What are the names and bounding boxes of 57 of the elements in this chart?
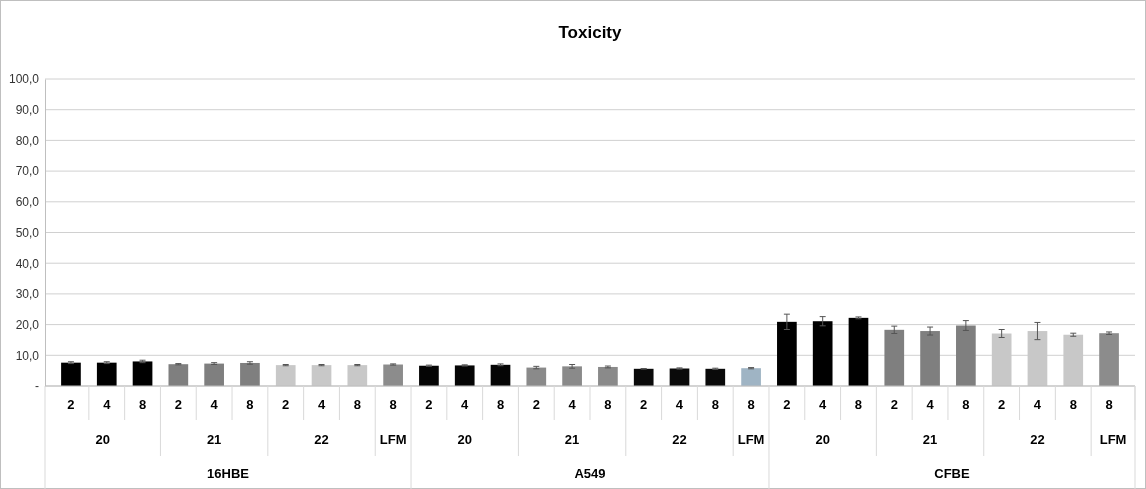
y-tick-label: 20,0 [15,317,40,332]
text: LFM [737,432,765,447]
y-tick-label: - [35,379,39,394]
x-tick-label: 4 [819,397,828,412]
x-tick-label: 8 [711,397,719,412]
text: CFBE [934,466,971,481]
x-tick-label: 4 [568,397,577,412]
y-tick-label: 60,0 [15,195,40,210]
text: 20 [815,432,830,447]
y-tick-label: 30,0 [15,287,40,302]
y-tick-label: 10,0 [15,348,40,363]
text: 22 [1030,432,1045,447]
x-tick-label: 4 [317,397,326,412]
y-tick-label: 100,0 [8,72,40,87]
x-tick-label: 4 [675,397,684,412]
x-tick-label: 8 [747,397,755,412]
text: 21 [564,432,580,447]
y-tick-label: 80,0 [15,133,40,148]
x-tick-label: 4 [210,397,219,412]
text: LFM [1099,432,1127,447]
x-tick-label: 8 [962,397,970,412]
text: 22 [314,432,329,447]
x-tick-label: 2 [998,397,1006,412]
x-tick-label: 8 [138,397,147,412]
y-tick-label: 40,0 [15,256,40,271]
text: LFM [379,432,407,447]
x-tick-label: 4 [103,397,112,412]
x-tick-label: 2 [174,397,182,412]
text: 22 [672,432,687,447]
x-tick-label: 8 [1069,397,1077,412]
x-tick-label: 8 [246,397,254,412]
x-tick-label: 4 [926,397,935,412]
x-tick-label: 2 [425,397,433,412]
y-tick-label: 50,0 [15,225,40,240]
x-tick-label: 8 [389,397,397,412]
chart-title: Toxicity [558,23,623,42]
x-tick-label: 2 [532,397,540,412]
x-tick-label: 8 [604,397,612,412]
x-tick-label: 2 [282,397,290,412]
x-tick-label: 2 [783,397,791,412]
text: 20 [457,432,472,447]
text: 21 [206,432,222,447]
text: A549 [574,466,606,481]
x-tick-label: 2 [67,397,75,412]
x-tick-label: 4 [461,397,470,412]
x-tick-label: 8 [854,397,863,412]
x-tick-label: 8 [496,397,505,412]
text: 20 [95,432,110,447]
x-tick-label: 4 [1033,397,1042,412]
y-tick-label: 90,0 [15,103,40,118]
x-tick-label: 2 [640,397,648,412]
text: 21 [922,432,938,447]
x-tick-label: 2 [890,397,898,412]
text: 16HBE [207,466,250,481]
x-tick-label: 8 [353,397,361,412]
y-tick-label: 70,0 [15,164,40,179]
x-tick-label: 8 [1105,397,1113,412]
